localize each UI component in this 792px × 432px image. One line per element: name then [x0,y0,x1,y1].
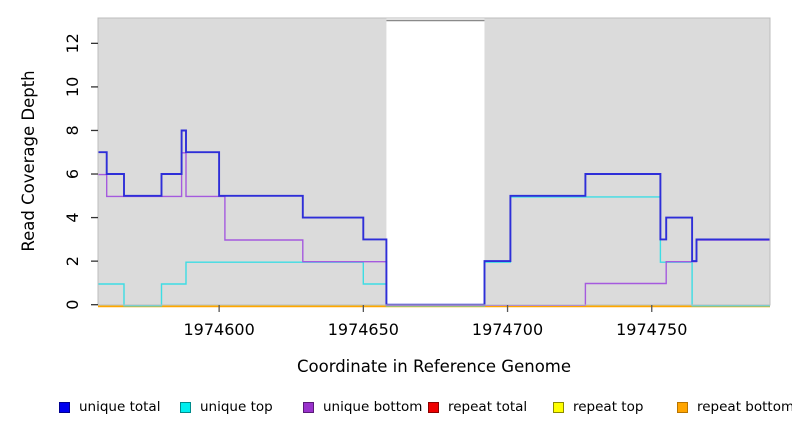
legend-item-repeat-total: repeat total [428,398,527,416]
legend-label: repeat top [573,399,644,415]
legend-label: unique bottom [323,399,423,415]
legend-label: repeat bottom [697,399,792,415]
y-axis: 0 2 4 6 8 10 12 [63,33,98,310]
y-axis-tick-label: 6 [63,169,82,179]
repeat-total-swatch-icon [428,401,439,413]
series-lines [98,129,770,308]
legend-item-unique-top: unique top [180,398,273,416]
legend: unique total unique top unique bottom re… [0,398,792,418]
repeat-top-swatch-icon [553,401,564,413]
unique-bottom-swatch-icon [303,401,314,413]
plot-border [97,17,771,306]
x-axis-tick-label: 1974650 [328,320,399,339]
y-axis-tick-label: 4 [63,212,82,222]
legend-label: unique total [79,399,161,415]
series-line-unique-bottom [98,152,770,306]
series-line-unique-total [98,129,770,306]
x-axis-tick-label: 1974750 [616,320,687,339]
masked-region [386,18,485,305]
unique-total-swatch-icon [59,401,70,413]
y-axis-tick-label: 0 [63,300,82,310]
y-axis-tick-label: 2 [63,256,82,266]
legend-label: repeat total [448,399,528,415]
y-axis-tick-label: 10 [63,77,82,97]
legend-item-repeat-bottom: repeat bottom [677,398,792,416]
legend-item-repeat-top: repeat top [553,398,643,416]
repeat-bottom-swatch-icon [677,401,688,413]
y-axis-tick-label: 12 [63,33,82,53]
y-axis-title: Read Coverage Depth [19,70,38,251]
x-axis-tick-label: 1974700 [472,320,543,339]
x-axis: 1974600 1974650 1974700 1974750 [184,305,687,339]
legend-item-unique-bottom: unique bottom [303,398,422,416]
y-axis-tick-label: 8 [63,125,82,135]
x-axis-tick-label: 1974600 [184,320,255,339]
unique-top-swatch-icon [180,401,191,413]
legend-item-unique-total: unique total [59,398,160,416]
x-axis-title: Coordinate in Reference Genome [297,357,571,376]
legend-label: unique top [200,399,273,415]
